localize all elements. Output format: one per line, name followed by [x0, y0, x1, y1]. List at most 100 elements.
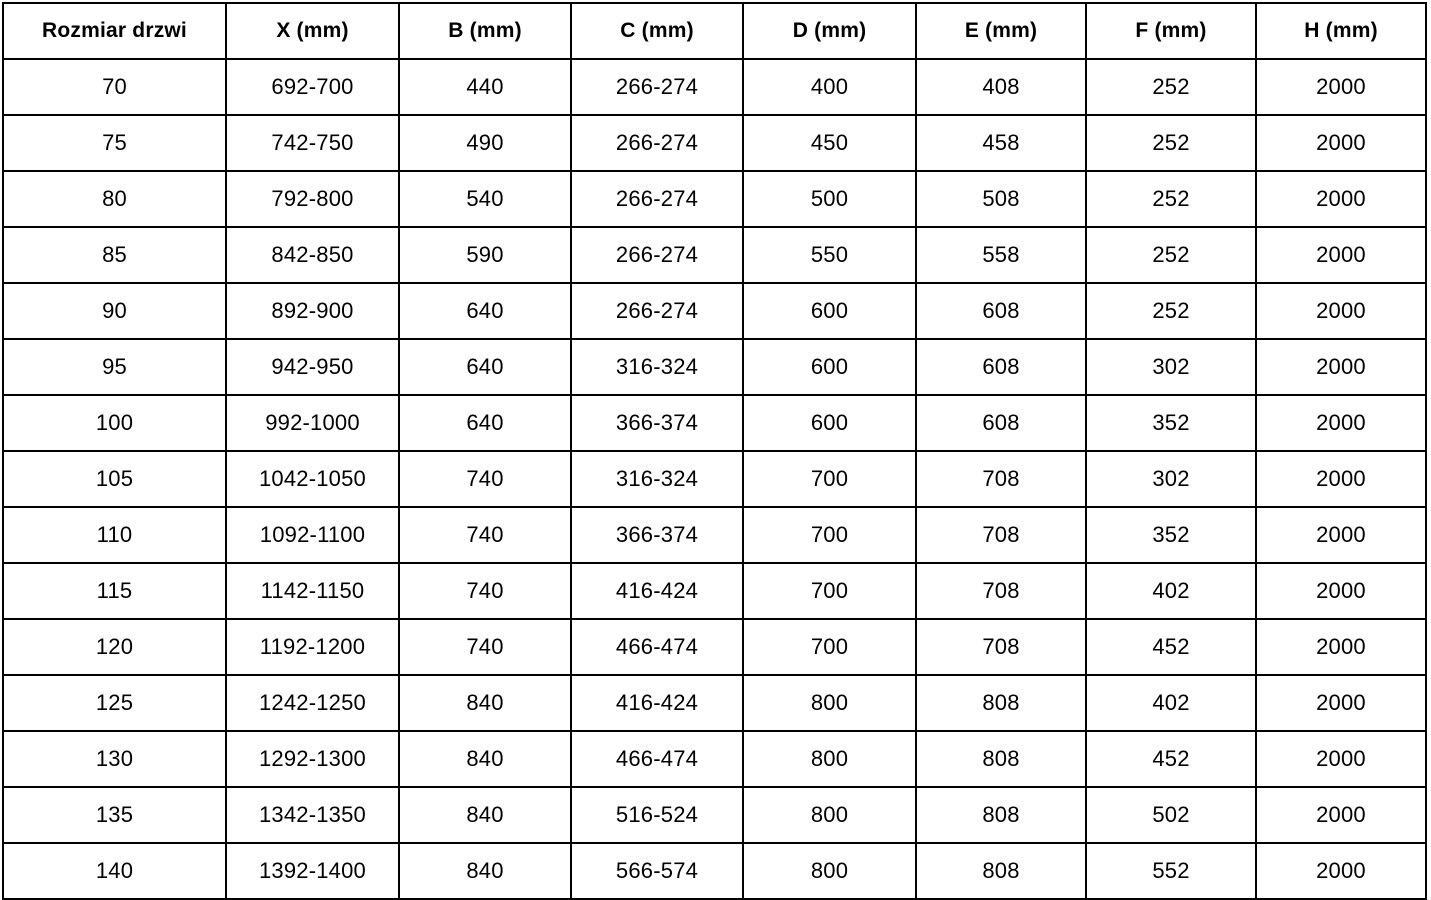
- cell-e: 708: [915, 506, 1087, 564]
- table-row: 125 1242-1250 840 416-424 800 808 402 2000: [2, 674, 1427, 732]
- cell-x: 792-800: [225, 170, 400, 228]
- cell-d: 400: [742, 58, 917, 116]
- cell-d: 600: [742, 282, 917, 340]
- cell-b: 740: [398, 506, 572, 564]
- cell-e: 808: [915, 674, 1087, 732]
- table-row: 85 842-850 590 266-274 550 558 252 2000: [2, 226, 1427, 284]
- cell-e: 558: [915, 226, 1087, 284]
- cell-e: 458: [915, 114, 1087, 172]
- cell-f: 352: [1085, 394, 1257, 452]
- cell-f: 302: [1085, 450, 1257, 508]
- cell-x: 1142-1150: [225, 562, 400, 620]
- cell-d: 450: [742, 114, 917, 172]
- cell-size: 125: [2, 674, 227, 732]
- cell-e: 708: [915, 618, 1087, 676]
- cell-h: 2000: [1255, 506, 1427, 564]
- cell-size: 130: [2, 730, 227, 788]
- cell-f: 252: [1085, 282, 1257, 340]
- cell-e: 808: [915, 730, 1087, 788]
- cell-h: 2000: [1255, 674, 1427, 732]
- table-row: 110 1092-1100 740 366-374 700 708 352 2000: [2, 506, 1427, 564]
- cell-x: 1242-1250: [225, 674, 400, 732]
- cell-d: 700: [742, 506, 917, 564]
- cell-x: 1092-1100: [225, 506, 400, 564]
- cell-b: 740: [398, 562, 572, 620]
- cell-b: 740: [398, 618, 572, 676]
- cell-h: 2000: [1255, 338, 1427, 396]
- cell-f: 452: [1085, 618, 1257, 676]
- cell-size: 105: [2, 450, 227, 508]
- cell-x: 1342-1350: [225, 786, 400, 844]
- cell-b: 840: [398, 786, 572, 844]
- cell-f: 352: [1085, 506, 1257, 564]
- cell-c: 316-324: [570, 450, 744, 508]
- cell-d: 800: [742, 786, 917, 844]
- cell-c: 466-474: [570, 730, 744, 788]
- cell-size: 140: [2, 842, 227, 900]
- cell-size: 75: [2, 114, 227, 172]
- table-row: 70 692-700 440 266-274 400 408 252 2000: [2, 58, 1427, 116]
- cell-b: 840: [398, 674, 572, 732]
- cell-f: 302: [1085, 338, 1257, 396]
- cell-h: 2000: [1255, 394, 1427, 452]
- cell-c: 266-274: [570, 282, 744, 340]
- table-row: 135 1342-1350 840 516-524 800 808 502 2000: [2, 786, 1427, 844]
- cell-f: 452: [1085, 730, 1257, 788]
- table-row: 130 1292-1300 840 466-474 800 808 452 2000: [2, 730, 1427, 788]
- cell-x: 692-700: [225, 58, 400, 116]
- cell-size: 85: [2, 226, 227, 284]
- column-header-b: B (mm): [398, 2, 572, 60]
- cell-e: 808: [915, 842, 1087, 900]
- cell-e: 708: [915, 450, 1087, 508]
- cell-f: 252: [1085, 170, 1257, 228]
- cell-size: 100: [2, 394, 227, 452]
- cell-h: 2000: [1255, 226, 1427, 284]
- table-header: Rozmiar drzwi X (mm) B (mm) C (mm) D (mm) E (…: [2, 2, 1427, 60]
- cell-c: 416-424: [570, 562, 744, 620]
- cell-f: 552: [1085, 842, 1257, 900]
- cell-size: 80: [2, 170, 227, 228]
- cell-e: 408: [915, 58, 1087, 116]
- cell-x: 942-950: [225, 338, 400, 396]
- cell-h: 2000: [1255, 618, 1427, 676]
- cell-d: 700: [742, 618, 917, 676]
- cell-x: 1292-1300: [225, 730, 400, 788]
- cell-c: 416-424: [570, 674, 744, 732]
- cell-f: 252: [1085, 226, 1257, 284]
- cell-e: 808: [915, 786, 1087, 844]
- cell-x: 892-900: [225, 282, 400, 340]
- table-row: 80 792-800 540 266-274 500 508 252 2000: [2, 170, 1427, 228]
- column-header-f: F (mm): [1085, 2, 1257, 60]
- column-header-size: Rozmiar drzwi: [2, 2, 227, 60]
- column-header-h: H (mm): [1255, 2, 1427, 60]
- table-row: 100 992-1000 640 366-374 600 608 352 2000: [2, 394, 1427, 452]
- cell-size: 110: [2, 506, 227, 564]
- cell-f: 252: [1085, 58, 1257, 116]
- cell-size: 120: [2, 618, 227, 676]
- cell-d: 800: [742, 730, 917, 788]
- cell-c: 316-324: [570, 338, 744, 396]
- cell-b: 640: [398, 394, 572, 452]
- cell-f: 502: [1085, 786, 1257, 844]
- cell-f: 402: [1085, 562, 1257, 620]
- cell-x: 742-750: [225, 114, 400, 172]
- cell-c: 266-274: [570, 114, 744, 172]
- cell-x: 1192-1200: [225, 618, 400, 676]
- cell-e: 508: [915, 170, 1087, 228]
- cell-c: 566-574: [570, 842, 744, 900]
- column-header-d: D (mm): [742, 2, 917, 60]
- cell-c: 466-474: [570, 618, 744, 676]
- cell-h: 2000: [1255, 58, 1427, 116]
- cell-b: 640: [398, 282, 572, 340]
- table-row: 105 1042-1050 740 316-324 700 708 302 2000: [2, 450, 1427, 508]
- cell-c: 366-374: [570, 506, 744, 564]
- cell-d: 550: [742, 226, 917, 284]
- cell-b: 640: [398, 338, 572, 396]
- cell-h: 2000: [1255, 170, 1427, 228]
- cell-d: 700: [742, 450, 917, 508]
- cell-c: 266-274: [570, 170, 744, 228]
- table-row: 75 742-750 490 266-274 450 458 252 2000: [2, 114, 1427, 172]
- cell-h: 2000: [1255, 282, 1427, 340]
